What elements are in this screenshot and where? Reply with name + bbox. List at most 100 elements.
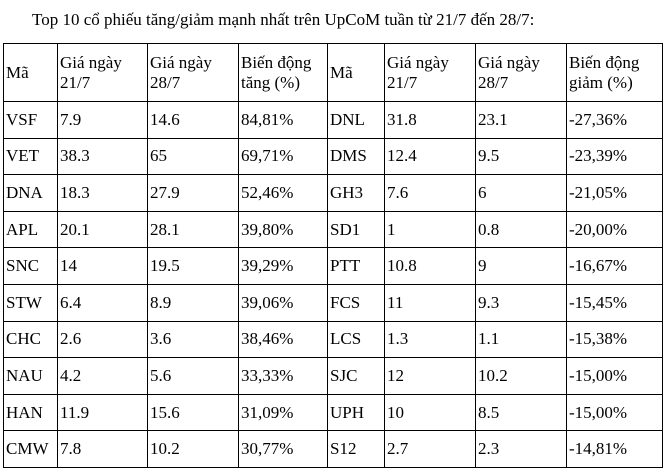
cell-price-28-7: 23.1 xyxy=(475,101,567,139)
cell-code: PTT xyxy=(327,247,385,285)
cell-change-down: -14,81% xyxy=(566,430,663,468)
header-line-2: tăng (%) xyxy=(241,72,301,92)
table-row: HAN 11.9 15.6 31,09% UPH 10 8.5 -15,00% xyxy=(3,393,663,432)
table-row: APL 20.1 28.1 39,80% SD1 1 0.8 -20,00% xyxy=(3,210,663,249)
cell-price-21-7: 31.8 xyxy=(384,101,476,139)
cell-price-21-7: 12 xyxy=(384,357,476,395)
table-row: VSF 7.9 14.6 84,81% DNL 31.8 23.1 -27,36% xyxy=(3,101,663,139)
cell-code: SD1 xyxy=(327,210,385,249)
cell-price-21-7: 12.4 xyxy=(384,137,476,176)
cell-price-28-7: 8.9 xyxy=(147,283,239,322)
table-row: DNA 18.3 27.9 52,46% GH3 7.6 6 -21,05% xyxy=(3,174,663,212)
cell-code: NAU xyxy=(3,357,58,395)
header-change-up: Biến động tăng (%) xyxy=(238,43,328,102)
cell-price-21-7: 6.4 xyxy=(57,283,148,322)
cell-price-21-7: 7.6 xyxy=(384,174,476,212)
table-row: STW 6.4 8.9 39,06% FCS 11 9.3 -15,45% xyxy=(3,283,663,322)
table-row: NAU 4.2 5.6 33,33% SJC 12 10.2 -15,00% xyxy=(3,357,663,395)
cell-code: CMW xyxy=(3,430,58,468)
cell-price-28-7: 10.2 xyxy=(147,430,239,468)
stock-table: Mã Giá ngày 21/7 Giá ngày 28/7 Biến động tăng … xyxy=(3,43,663,468)
cell-code: SJC xyxy=(327,357,385,395)
cell-price-28-7: 19.5 xyxy=(147,247,239,285)
cell-price-28-7: 9 xyxy=(475,247,567,285)
cell-price-21-7: 11.9 xyxy=(57,393,148,432)
cell-price-28-7: 9.3 xyxy=(475,283,567,322)
header-price-21-7: Giá ngày 21/7 xyxy=(384,43,476,102)
cell-code: DMS xyxy=(327,137,385,176)
table-row: SNC 14 19.5 39,29% PTT 10.8 9 -16,67% xyxy=(3,247,663,285)
cell-price-28-7: 65 xyxy=(147,137,239,176)
cell-change-up: 31,09% xyxy=(238,393,328,432)
header-line-1: Giá ngày xyxy=(387,52,449,72)
header-price-28-7: Giá ngày 28/7 xyxy=(147,43,239,102)
cell-price-21-7: 10.8 xyxy=(384,247,476,285)
cell-code: UPH xyxy=(327,393,385,432)
cell-price-21-7: 14 xyxy=(57,247,148,285)
header-price-21-7: Giá ngày 21/7 xyxy=(57,43,148,102)
cell-price-28-7: 27.9 xyxy=(147,174,239,212)
cell-code: CHC xyxy=(3,320,58,359)
cell-price-21-7: 1.3 xyxy=(384,320,476,359)
cell-change-up: 38,46% xyxy=(238,320,328,359)
cell-code: FCS xyxy=(327,283,385,322)
cell-price-28-7: 10.2 xyxy=(475,357,567,395)
cell-price-28-7: 8.5 xyxy=(475,393,567,432)
header-line-1: Biến động xyxy=(241,52,312,72)
cell-code: SNC xyxy=(3,247,58,285)
cell-code: GH3 xyxy=(327,174,385,212)
cell-change-up: 84,81% xyxy=(238,101,328,139)
table-row: CMW 7.8 10.2 30,77% S12 2.7 2.3 -14,81% xyxy=(3,430,663,468)
cell-price-21-7: 4.2 xyxy=(57,357,148,395)
cell-change-down: -15,00% xyxy=(566,393,663,432)
cell-change-up: 69,71% xyxy=(238,137,328,176)
cell-price-28-7: 6 xyxy=(475,174,567,212)
cell-price-28-7: 28.1 xyxy=(147,210,239,249)
cell-price-28-7: 3.6 xyxy=(147,320,239,359)
header-code: Mã xyxy=(327,43,385,102)
header-line-2: 21/7 xyxy=(60,72,91,92)
header-line-1: Mã xyxy=(6,62,29,82)
cell-change-down: -20,00% xyxy=(566,210,663,249)
cell-change-down: -21,05% xyxy=(566,174,663,212)
cell-price-21-7: 20.1 xyxy=(57,210,148,249)
cell-price-21-7: 7.8 xyxy=(57,430,148,468)
cell-change-down: -15,00% xyxy=(566,357,663,395)
cell-price-28-7: 5.6 xyxy=(147,357,239,395)
cell-price-28-7: 15.6 xyxy=(147,393,239,432)
header-line-2: giảm (%) xyxy=(569,72,633,92)
cell-price-28-7: 0.8 xyxy=(475,210,567,249)
cell-change-up: 39,80% xyxy=(238,210,328,249)
cell-code: APL xyxy=(3,210,58,249)
header-price-28-7: Giá ngày 28/7 xyxy=(475,43,567,102)
cell-code: VET xyxy=(3,137,58,176)
header-line-2: 21/7 xyxy=(387,72,418,92)
cell-change-up: 52,46% xyxy=(238,174,328,212)
cell-change-up: 30,77% xyxy=(238,430,328,468)
table-caption: Top 10 cổ phiếu tăng/giảm mạnh nhất trên… xyxy=(32,10,535,29)
cell-change-up: 39,06% xyxy=(238,283,328,322)
cell-change-down: -15,45% xyxy=(566,283,663,322)
table-row: CHC 2.6 3.6 38,46% LCS 1.3 1.1 -15,38% xyxy=(3,320,663,359)
header-line-1: Biến động xyxy=(569,52,640,72)
cell-price-28-7: 2.3 xyxy=(475,430,567,468)
header-line-2: 28/7 xyxy=(150,72,181,92)
header-line-1: Mã xyxy=(330,62,353,82)
cell-code: LCS xyxy=(327,320,385,359)
cell-change-down: -23,39% xyxy=(566,137,663,176)
header-line-1: Giá ngày xyxy=(60,52,122,72)
cell-price-28-7: 1.1 xyxy=(475,320,567,359)
cell-price-21-7: 1 xyxy=(384,210,476,249)
cell-code: STW xyxy=(3,283,58,322)
header-change-down: Biến động giảm (%) xyxy=(566,43,663,102)
cell-price-21-7: 10 xyxy=(384,393,476,432)
cell-code: S12 xyxy=(327,430,385,468)
cell-code: DNA xyxy=(3,174,58,212)
header-line-1: Giá ngày xyxy=(478,52,540,72)
cell-code: VSF xyxy=(3,101,58,139)
cell-price-21-7: 7.9 xyxy=(57,101,148,139)
cell-code: DNL xyxy=(327,101,385,139)
cell-price-21-7: 11 xyxy=(384,283,476,322)
header-code: Mã xyxy=(3,43,58,102)
header-line-2: 28/7 xyxy=(478,72,509,92)
